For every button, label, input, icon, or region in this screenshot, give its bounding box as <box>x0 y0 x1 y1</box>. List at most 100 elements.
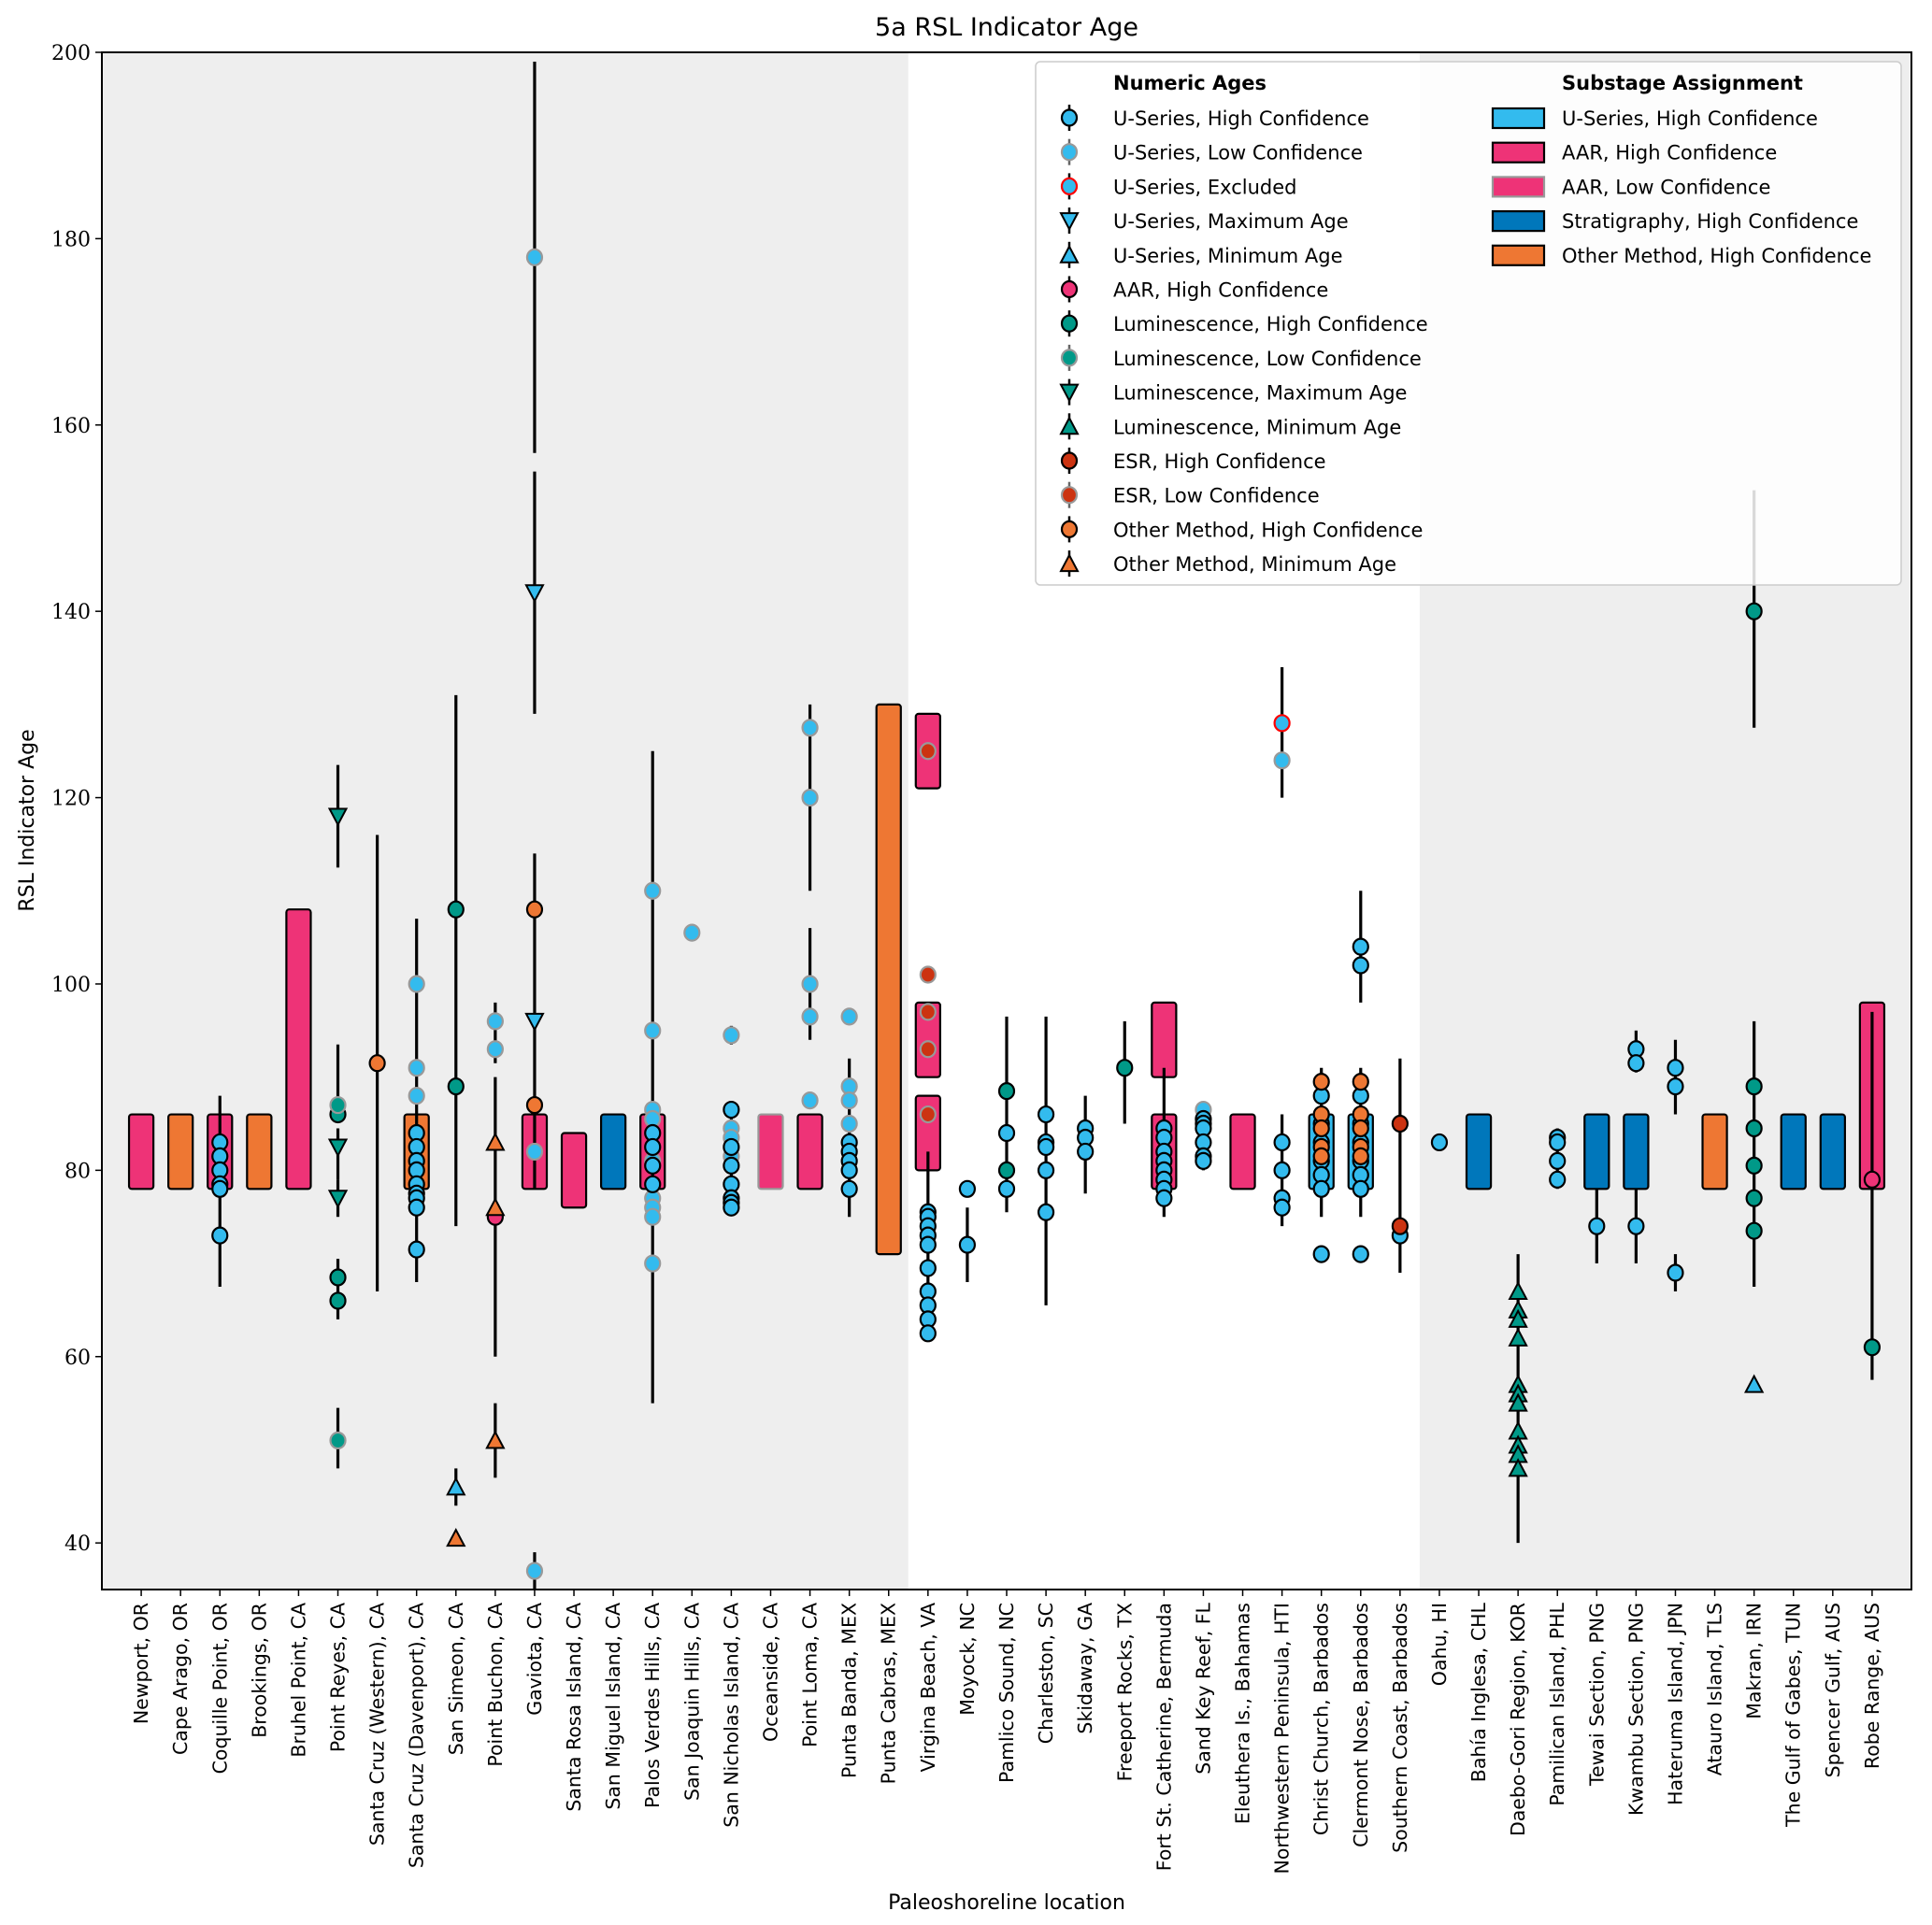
data-point <box>1273 1133 1291 1152</box>
data-point <box>644 1175 662 1193</box>
data-point <box>919 1003 937 1021</box>
x-tick-label: San Miguel Island, CA <box>602 1603 624 1810</box>
x-axis-label: Paleoshoreline location <box>888 1891 1125 1915</box>
y-tick-label: 40 <box>64 1533 91 1556</box>
data-point <box>329 1268 347 1287</box>
data-point <box>1352 937 1369 956</box>
data-point <box>1508 1280 1528 1300</box>
substage-box <box>1229 1113 1256 1191</box>
data-point <box>997 1082 1016 1101</box>
data-point <box>408 1198 425 1217</box>
x-tick-label: Coquille Point, OR <box>208 1603 231 1774</box>
data-point <box>1352 1245 1369 1263</box>
substage-box <box>127 1113 155 1191</box>
shaded-region <box>102 52 909 1590</box>
legend-patch-icon <box>1491 176 1546 198</box>
data-point <box>1549 1133 1567 1152</box>
y-axis-label: RSL Indicator Age <box>16 729 39 911</box>
data-point <box>1037 1137 1055 1157</box>
legend-marker-icon <box>1060 314 1079 333</box>
x-tick-label: Cape Arago, OR <box>169 1603 192 1755</box>
legend-patch-icon <box>1491 244 1546 266</box>
x-tick-label: Northwestern Peninsula, HTI <box>1271 1603 1294 1875</box>
data-point <box>1745 1221 1763 1240</box>
x-tick-label: Daebo-Gori Region, KOR <box>1507 1603 1529 1836</box>
data-point <box>958 1179 977 1198</box>
data-point <box>683 923 701 942</box>
legend-label: ESR, High Confidence <box>1113 450 1326 473</box>
data-point <box>327 1138 349 1158</box>
x-axis: Newport, OR Cape Arago, OR Coquille Point,… <box>130 1590 1883 1875</box>
x-tick-label: Makran, IRN <box>1743 1603 1766 1719</box>
data-point <box>919 965 937 984</box>
legend-label: U-Series, High Confidence <box>1562 107 1818 130</box>
x-tick-label: Virgina Beach, VA <box>917 1603 939 1772</box>
x-tick-label: Point Reyes, CA <box>327 1603 350 1752</box>
data-point <box>211 1179 229 1198</box>
data-point <box>327 807 349 827</box>
legend-label: AAR, High Confidence <box>1562 142 1777 164</box>
substage-box <box>875 703 902 1256</box>
legend-label: U-Series, Minimum Age <box>1113 245 1343 267</box>
data-point <box>525 248 544 266</box>
data-point <box>1549 1151 1567 1170</box>
data-point <box>1627 1217 1645 1235</box>
substage-box <box>285 908 312 1191</box>
legend-label: Luminescence, Minimum Age <box>1113 416 1401 438</box>
x-tick-label: San Nicholas Island, CA <box>720 1603 742 1828</box>
data-point <box>801 975 819 993</box>
substage-box <box>560 1132 588 1209</box>
data-point <box>1391 1217 1409 1235</box>
data-point <box>525 1561 544 1580</box>
x-tick-label: Spencer Gulf, AUS <box>1822 1603 1844 1777</box>
substage-box <box>1819 1113 1846 1191</box>
data-point <box>1745 1189 1763 1207</box>
data-point <box>1745 1077 1763 1096</box>
data-point <box>1391 1114 1409 1134</box>
data-point <box>644 1207 662 1226</box>
x-tick-label: Brookings, OR <box>248 1603 270 1738</box>
substage-box <box>1583 1113 1610 1191</box>
legend-patch-icon <box>1491 141 1546 164</box>
legend-marker-icon <box>1059 212 1080 232</box>
x-tick-label: Bahía Inglesa, CHL <box>1467 1602 1490 1782</box>
legend-label: Other Method, High Confidence <box>1113 519 1423 541</box>
legend-label: U-Series, Maximum Age <box>1113 210 1349 233</box>
data-point <box>1667 1059 1684 1077</box>
data-point <box>919 1040 937 1059</box>
x-tick-label: Charleston, SC <box>1035 1603 1057 1744</box>
data-point <box>919 1324 937 1343</box>
x-tick-label: Point Buchon, CA <box>484 1603 507 1767</box>
x-tick-label: Oceanside, CA <box>759 1603 781 1742</box>
data-point <box>1116 1059 1134 1077</box>
x-tick-label: San Joaquin Hills, CA <box>680 1603 703 1801</box>
data-point <box>368 1054 386 1073</box>
legend-marker-icon <box>1060 108 1079 127</box>
data-point <box>723 1026 740 1045</box>
legend-label: Luminescence, Low Confidence <box>1113 348 1422 370</box>
substage-box <box>246 1113 273 1191</box>
data-point <box>644 1254 662 1273</box>
substage-box <box>1623 1113 1650 1191</box>
data-point <box>1508 1392 1528 1412</box>
y-tick-label: 140 <box>51 601 91 624</box>
x-tick-label: Robe Range, AUS <box>1861 1603 1883 1769</box>
data-point <box>1508 1458 1528 1477</box>
legend-patch-icon <box>1491 210 1546 233</box>
legend-label: ESR, Low Confidence <box>1113 485 1320 507</box>
data-point <box>1352 1119 1369 1138</box>
data-point <box>840 1161 858 1179</box>
data-point <box>486 1012 504 1031</box>
y-tick-label: 100 <box>51 974 91 997</box>
data-point <box>525 1095 544 1115</box>
substage-box <box>1780 1113 1807 1191</box>
data-point <box>997 1179 1016 1198</box>
age-points <box>211 248 1882 1580</box>
data-point <box>958 1235 977 1254</box>
data-point <box>329 1291 347 1310</box>
data-point <box>644 1021 662 1040</box>
data-point <box>1588 1217 1606 1235</box>
data-point <box>919 742 937 761</box>
x-tick-label: Pamilican Island, PHL <box>1546 1602 1568 1805</box>
